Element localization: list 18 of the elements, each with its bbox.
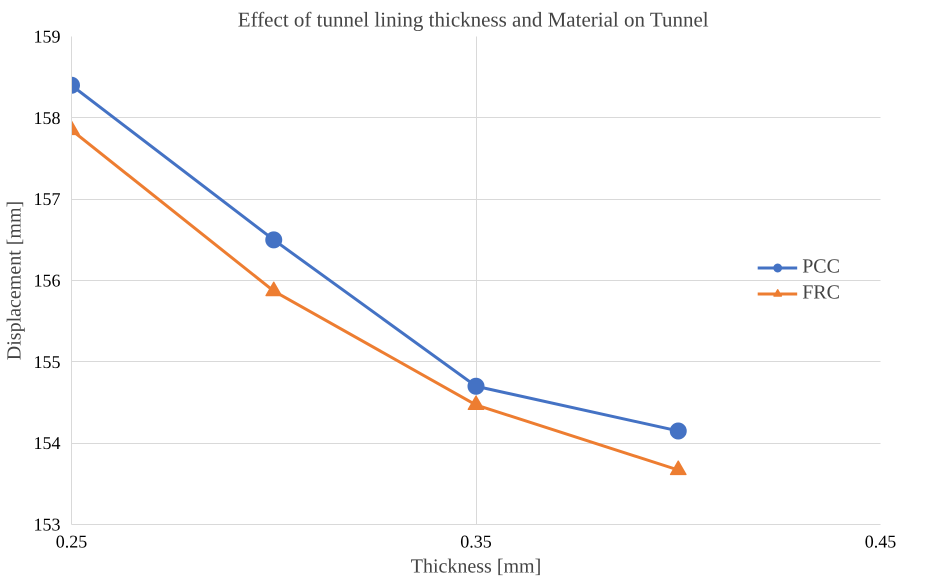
y-tick-label: 155 (34, 352, 60, 372)
y-tick-label: 158 (34, 108, 60, 128)
x-tick-label: 0.25 (56, 532, 88, 552)
y-tick-label: 159 (34, 26, 60, 46)
y-tick-label: 153 (34, 514, 60, 534)
y-tick-label: 154 (34, 433, 60, 454)
y-tick-label: 157 (34, 189, 60, 210)
point (265, 281, 282, 296)
x-tick-label: 0.35 (460, 532, 492, 552)
legend-label: PCC (802, 256, 840, 278)
x-axis-title: Thickness [mm] (410, 556, 542, 578)
x-tick-label: 0.45 (864, 532, 896, 552)
point (468, 395, 484, 410)
y-axis-title: Displacement [mm] (4, 200, 26, 360)
legend-label: FRC (802, 282, 840, 304)
chart-title: Effect of tunnel lining thickness and Material on Tunnel (238, 8, 709, 32)
point (670, 460, 687, 476)
y-tick-label: 156 (34, 270, 60, 290)
